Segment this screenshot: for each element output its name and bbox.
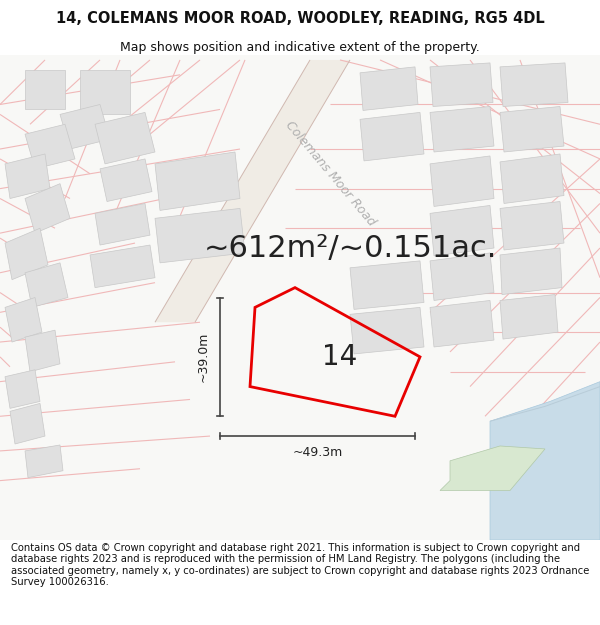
- Polygon shape: [430, 301, 494, 347]
- Polygon shape: [155, 152, 240, 211]
- Text: ~612m²/~0.151ac.: ~612m²/~0.151ac.: [203, 234, 497, 262]
- Polygon shape: [100, 159, 152, 201]
- Polygon shape: [430, 156, 494, 206]
- Polygon shape: [25, 445, 63, 478]
- Text: 14: 14: [322, 343, 358, 371]
- Polygon shape: [500, 154, 564, 204]
- Polygon shape: [430, 206, 494, 256]
- Polygon shape: [440, 446, 545, 491]
- Polygon shape: [430, 106, 494, 152]
- Polygon shape: [430, 253, 494, 301]
- Polygon shape: [10, 403, 45, 444]
- Text: ~49.3m: ~49.3m: [292, 446, 343, 459]
- Polygon shape: [80, 70, 130, 114]
- Polygon shape: [490, 382, 600, 540]
- Polygon shape: [500, 201, 564, 250]
- Polygon shape: [155, 60, 350, 322]
- Polygon shape: [360, 112, 424, 161]
- Polygon shape: [5, 228, 48, 279]
- Polygon shape: [5, 298, 42, 342]
- Text: ~39.0m: ~39.0m: [197, 332, 210, 382]
- Polygon shape: [25, 184, 70, 233]
- Polygon shape: [350, 308, 424, 354]
- Polygon shape: [360, 67, 418, 111]
- Polygon shape: [25, 263, 68, 308]
- Polygon shape: [350, 261, 424, 309]
- Polygon shape: [95, 112, 155, 164]
- Text: 14, COLEMANS MOOR ROAD, WOODLEY, READING, RG5 4DL: 14, COLEMANS MOOR ROAD, WOODLEY, READING…: [56, 11, 544, 26]
- Polygon shape: [60, 104, 110, 149]
- Polygon shape: [5, 154, 50, 199]
- Text: Contains OS data © Crown copyright and database right 2021. This information is : Contains OS data © Crown copyright and d…: [11, 542, 589, 588]
- Polygon shape: [25, 330, 60, 372]
- Polygon shape: [430, 63, 493, 106]
- Polygon shape: [500, 294, 558, 339]
- Text: Colemans Moor Road: Colemans Moor Road: [283, 119, 377, 229]
- Polygon shape: [25, 70, 65, 109]
- Text: Map shows position and indicative extent of the property.: Map shows position and indicative extent…: [120, 41, 480, 54]
- Polygon shape: [500, 63, 568, 106]
- Polygon shape: [155, 208, 245, 263]
- Polygon shape: [90, 245, 155, 288]
- Polygon shape: [500, 248, 562, 294]
- Polygon shape: [25, 124, 75, 169]
- Polygon shape: [5, 370, 40, 408]
- Polygon shape: [95, 204, 150, 245]
- Polygon shape: [500, 106, 564, 152]
